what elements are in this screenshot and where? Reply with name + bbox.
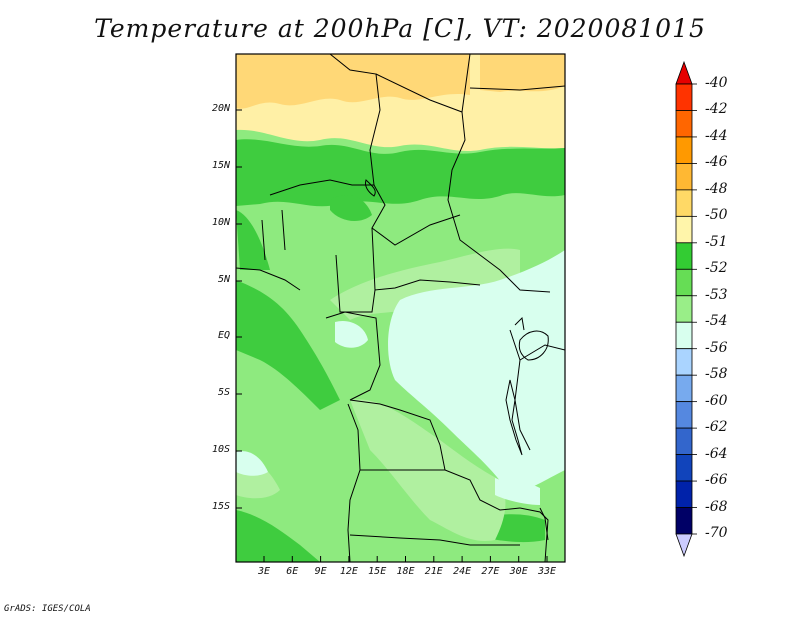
- colorbar-label: -60: [705, 392, 728, 409]
- colorbar-swatch: [675, 321, 693, 350]
- colorbar-label: -46: [705, 154, 728, 171]
- colorbar-swatch: [675, 83, 693, 111]
- colorbar-swatch: [675, 242, 693, 270]
- lon-label: 27E: [481, 566, 500, 577]
- colorbar-swatch: [675, 507, 693, 535]
- colorbar-label: -64: [705, 445, 728, 462]
- colorbar: [675, 60, 697, 558]
- colorbar-swatch: [675, 454, 693, 482]
- lon-label: 9E: [314, 566, 327, 577]
- lon-label: 15E: [368, 566, 387, 577]
- colorbar-top-arrow: [675, 60, 693, 85]
- colorbar-label: -51: [705, 233, 728, 250]
- lon-label: 3E: [257, 566, 271, 577]
- colorbar-swatch: [675, 215, 693, 244]
- colorbar-bottom-arrow: [675, 533, 693, 558]
- page-title: Temperature at 200hPa [C], VT: 202008101…: [94, 14, 706, 43]
- credit-text: GrADS: IGES/COLA: [4, 604, 91, 614]
- lon-ticks: [263, 556, 548, 562]
- lat-label: 10N: [211, 217, 230, 228]
- colorbar-label: -44: [705, 127, 728, 144]
- colorbar-swatch: [675, 427, 693, 455]
- colorbar-label: -48: [705, 180, 728, 197]
- colorbar-swatch: [675, 401, 693, 429]
- lat-label: 10S: [211, 444, 230, 455]
- colorbar-swatch: [675, 268, 693, 297]
- colorbar-label: -52: [705, 260, 728, 277]
- colorbar-swatch: [675, 374, 693, 403]
- lat-label: 15N: [211, 160, 230, 171]
- colorbar-swatch: [675, 480, 693, 508]
- colorbar-label: -54: [705, 313, 728, 330]
- colorbar-label: -66: [705, 472, 728, 489]
- colorbar-label: -70: [705, 525, 728, 541]
- lat-label: 20N: [211, 103, 230, 114]
- colorbar-label: -56: [705, 339, 728, 356]
- colorbar-swatch: [675, 348, 693, 376]
- colorbar-label: -53: [705, 286, 728, 303]
- lon-label: 6E: [286, 566, 299, 577]
- colorbar-swatch: [675, 136, 693, 164]
- colorbar-label: -58: [705, 366, 728, 383]
- lat-label: 15S: [211, 501, 230, 512]
- lat-label: 5S: [217, 387, 230, 398]
- lat-label: EQ: [217, 330, 230, 341]
- lakes: [365, 179, 549, 541]
- colorbar-swatch: [675, 110, 693, 138]
- colorbar-swatch: [675, 189, 693, 217]
- colorbar-swatch: [675, 163, 693, 191]
- lon-label: 30E: [509, 566, 528, 577]
- colorbar-label: -62: [705, 419, 728, 436]
- lon-label: 33E: [537, 566, 557, 577]
- lon-label: 24E: [453, 566, 472, 577]
- colorbar-label: -42: [705, 101, 728, 118]
- lat-label: 5N: [217, 274, 230, 285]
- lon-label: 21E: [424, 566, 443, 577]
- map-frame: [235, 53, 566, 563]
- lon-label: 12E: [339, 566, 358, 577]
- lon-label: 18E: [396, 566, 415, 577]
- colorbar-label: -50: [705, 207, 728, 224]
- colorbar-label: -68: [705, 498, 728, 515]
- colorbar-label: -40: [705, 75, 728, 91]
- lat-ticks: [236, 109, 242, 509]
- colorbar-swatch: [675, 295, 693, 323]
- temperature-field: [236, 54, 565, 562]
